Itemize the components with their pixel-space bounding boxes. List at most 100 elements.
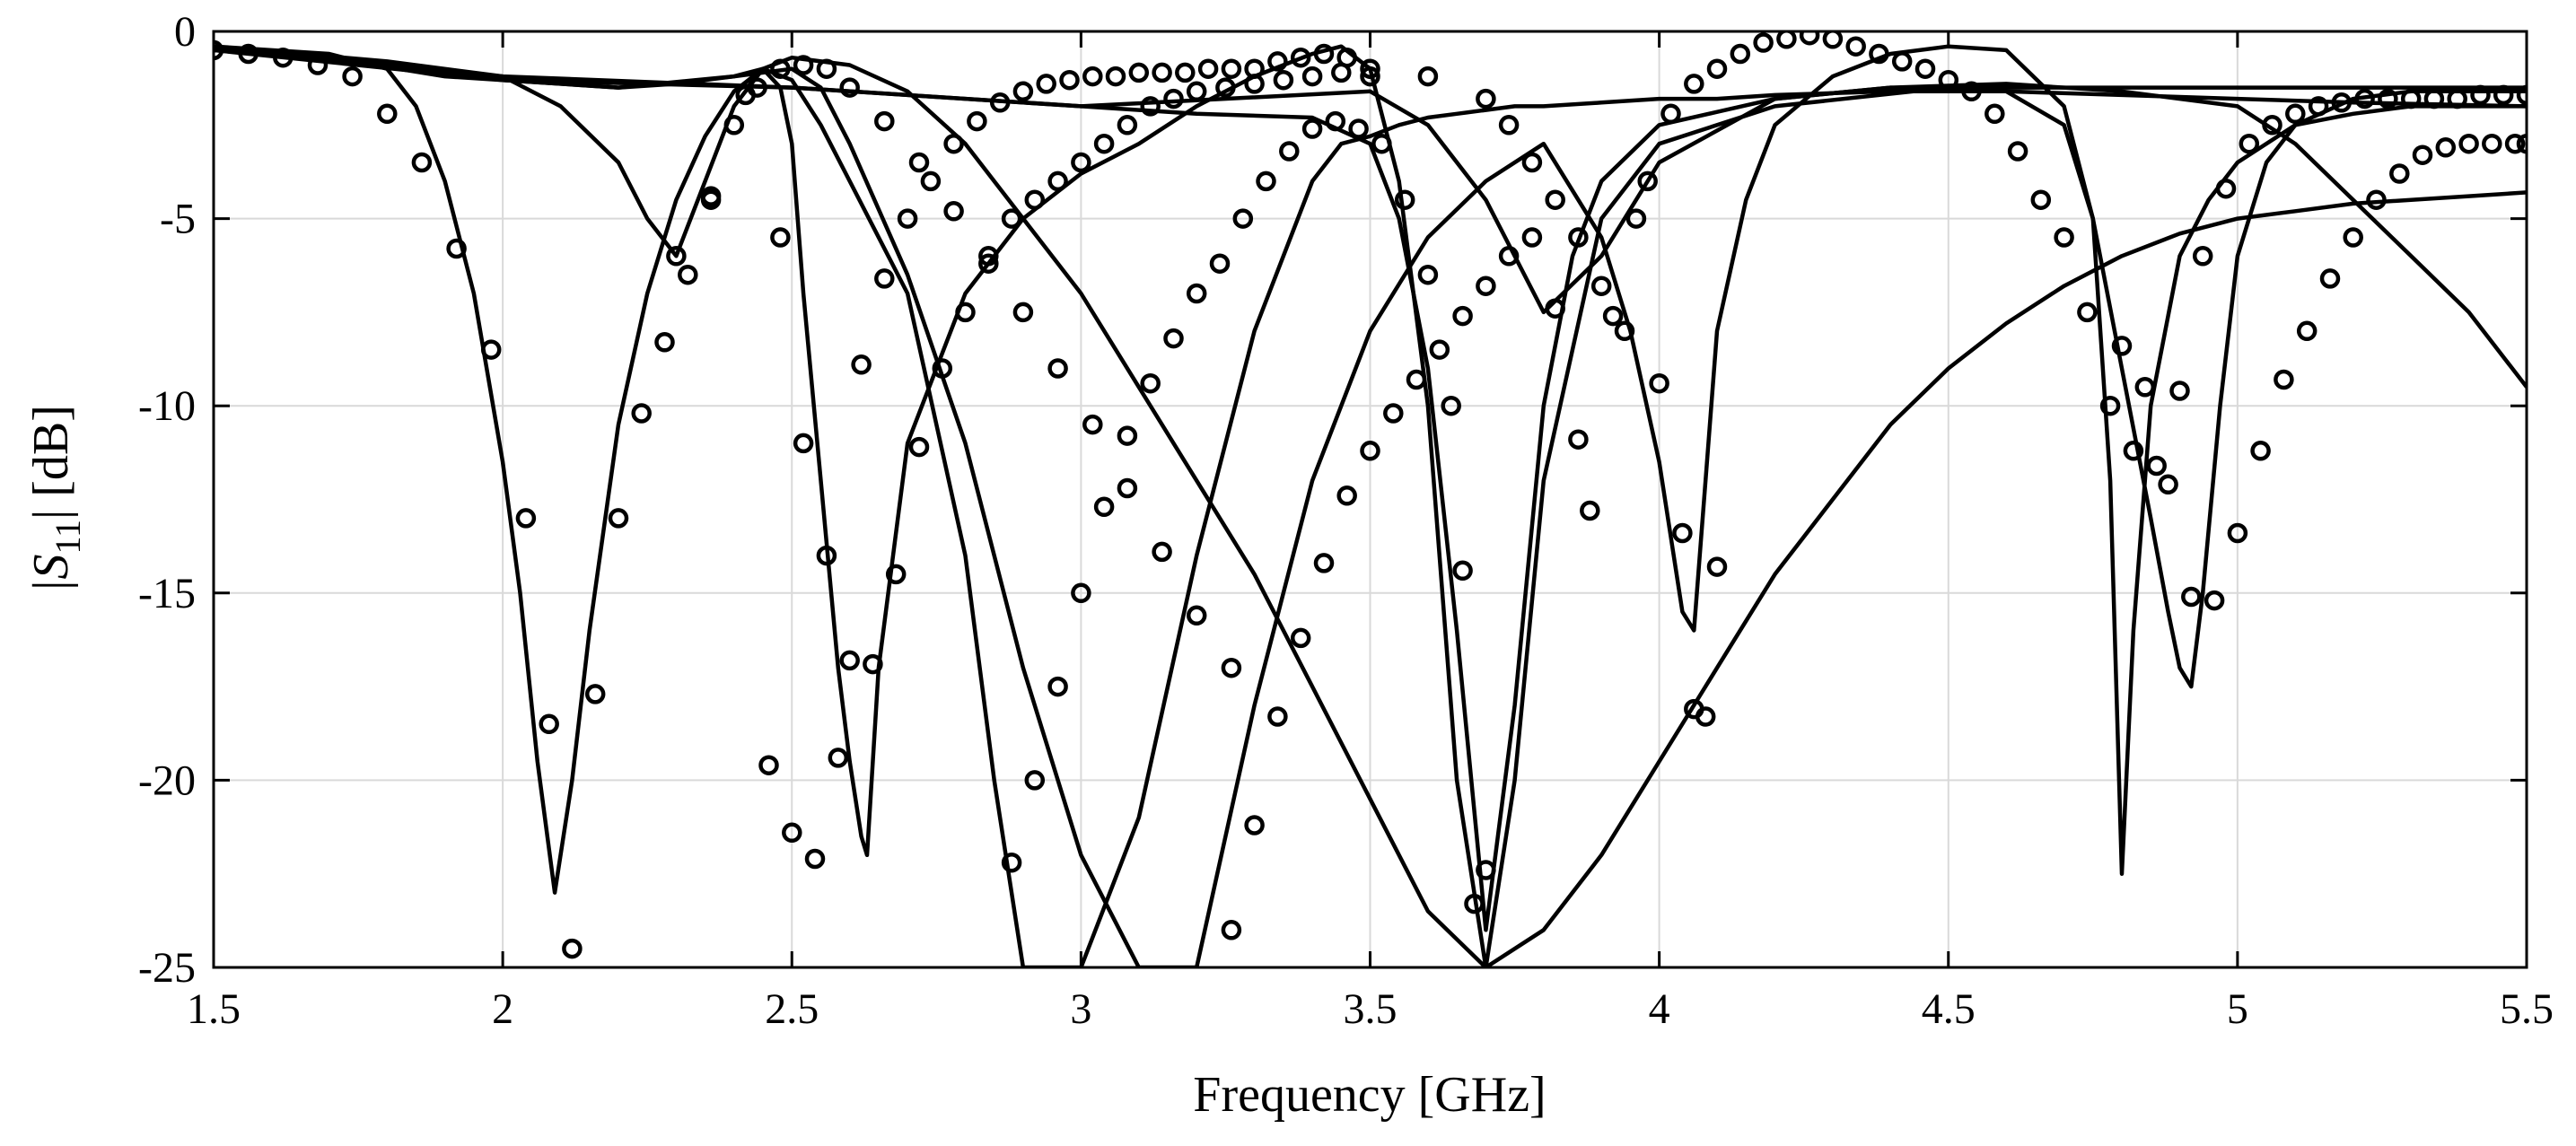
measured-point [2123,441,2144,461]
measured-point [1047,676,1068,697]
x-axis-title: Frequency [GHz] [1193,1067,1546,1123]
x-tick-label: 4 [1649,985,1670,1033]
measured-point [666,246,687,267]
measured-point [1152,541,1172,563]
measured-point [989,92,1011,113]
measured-point [2504,133,2526,154]
measured-point [816,58,837,79]
x-tick-label: 1.5 [187,985,241,1033]
plot-area [214,31,2527,967]
measured-point [1753,32,1774,53]
measured-point [562,938,583,959]
measured-point [723,115,745,136]
measured-point [1521,152,1543,173]
measured-point [1071,152,1091,173]
measured-point [1498,115,1520,136]
measured-point [908,436,930,458]
y-tick-label: -25 [138,944,196,992]
measured-point [1625,208,1647,229]
measured-point [1209,253,1231,274]
measured-point [908,152,930,173]
y-tick-label: 0 [174,8,196,56]
x-tick-label: 3.5 [1344,985,1398,1033]
measured-point [1082,66,1103,87]
measured-point [1267,51,1288,72]
measured-point [1273,69,1294,91]
measured-point [1267,706,1288,727]
x-tick-label: 5 [2227,985,2248,1033]
measured-point [1301,66,1323,87]
measured-point [1024,770,1046,791]
measured-point [1799,31,1820,46]
measured-point [2215,178,2237,199]
measured-point [1441,395,1461,416]
measured-point [446,238,467,259]
measured-point [920,171,942,192]
measured-point [1452,560,1473,582]
measured-point [2250,441,2271,461]
measured-point [1301,118,1323,139]
measured-point [608,508,629,529]
measured-point [2516,84,2527,106]
measured-point [2482,133,2502,154]
measured-point [214,39,224,61]
measured-point [2030,189,2052,210]
measured-point [2169,381,2190,401]
measured-point [1476,860,1496,880]
measured-point [2470,84,2491,106]
measured-point [1047,358,1068,379]
measured-point [1012,302,1034,323]
measured-point [851,354,872,375]
measured-point [1001,852,1022,873]
measured-point [2134,377,2156,398]
measured-point [1313,553,1335,573]
measured-point [1845,36,1866,57]
measured-point [1383,403,1404,424]
simulated-series-line-4 [214,44,2527,967]
y-tick-label: -10 [138,382,196,430]
measured-point [1417,66,1439,87]
measured-series-10 [1001,110,1496,914]
measured-point [2192,246,2213,267]
measured-point [1117,425,1138,446]
measured-point [2447,88,2467,109]
measured-point [1186,283,1207,304]
y-axis-title-tail: | [dB] [23,405,79,520]
measured-point [1140,96,1161,117]
measured-point [770,58,791,79]
measured-point [1221,920,1242,940]
measured-point [1336,47,1357,68]
measured-point [1140,372,1161,394]
measured-point [2458,133,2479,154]
measured-point [816,545,837,566]
measured-point [1047,171,1068,192]
measured-point [1290,627,1311,649]
measured-point [1730,43,1751,65]
measured-point [955,302,976,323]
measured-point [1672,522,1693,544]
measured-point [2435,137,2457,158]
measured-point [539,713,559,735]
measured-point [1476,276,1496,296]
measured-point [804,848,826,870]
measured-point [1279,141,1300,162]
measured-point [1406,369,1427,390]
measured-point [2146,455,2167,477]
measured-point [874,268,895,289]
measured-point [2099,395,2121,416]
series-layer [214,31,2527,967]
measured-point [1985,103,2005,125]
measured-point [654,332,675,353]
measured-series-11 [1221,208,1728,940]
x-tick-label: 3 [1070,985,1091,1033]
measured-point [1059,69,1080,91]
measured-point [1417,264,1439,285]
measured-point [1452,305,1473,327]
x-tick-labels: 1.5 2 2.5 3 3.5 4 4.5 5 5.5 [187,985,2554,1033]
measured-point [1961,81,1982,102]
measured-point [1580,500,1600,521]
measured-point [1394,189,1415,210]
measured-point [1521,227,1543,248]
grid [213,31,2528,968]
measured-series-9 [758,43,1357,870]
